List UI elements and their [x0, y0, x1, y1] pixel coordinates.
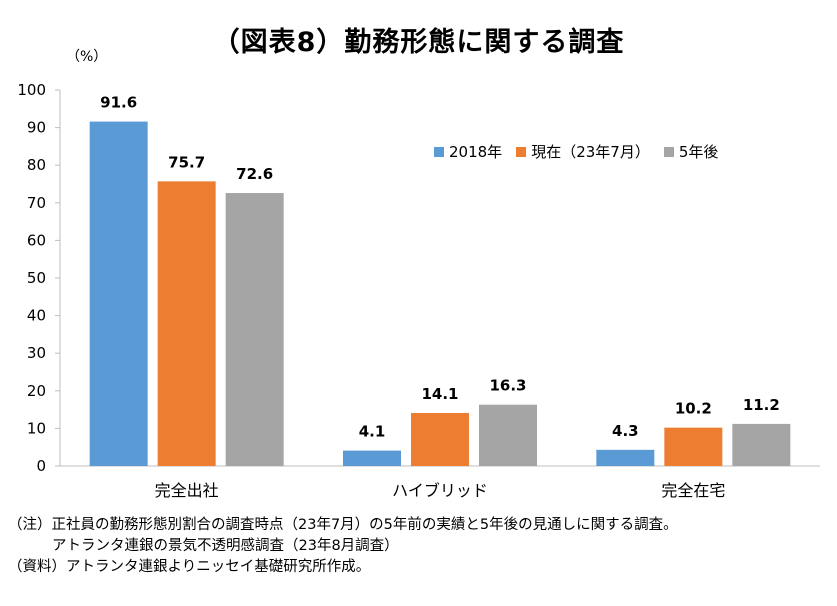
- y-tick-label: 40: [27, 307, 46, 325]
- category-label: 完全出社: [155, 481, 219, 500]
- data-label: 4.3: [612, 422, 639, 440]
- data-label: 4.1: [359, 423, 386, 441]
- bar: [343, 450, 401, 466]
- legend: 2018年 現在（23年7月） 5年後: [434, 141, 718, 162]
- y-tick-label: 70: [27, 194, 46, 212]
- y-tick-label: 50: [27, 269, 46, 287]
- bar-chart: 0 10 20 30 40 50 60 70 80 90 100 91.6 75.7 72.6 完全出社 4.…: [17, 81, 820, 500]
- data-label: 75.7: [168, 153, 205, 171]
- source-line: （資料）アトランタ連銀よりニッセイ基礎研究所作成。: [8, 559, 371, 575]
- legend-swatch-current: [516, 146, 527, 157]
- legend-item-2018: 2018年: [434, 141, 502, 162]
- footnotes: （注）正社員の勤務形態別割合の調査時点（23年7月）の5年前の実績と5年後の見通…: [8, 515, 678, 578]
- legend-item-current: 現在（23年7月）: [516, 141, 650, 162]
- legend-swatch-5years: [663, 146, 674, 157]
- legend-label-current: 現在（23年7月）: [531, 143, 650, 161]
- y-tick-label: 30: [27, 344, 46, 362]
- note-line-1: （注）正社員の勤務形態別割合の調査時点（23年7月）の5年前の実績と5年後の見通…: [8, 517, 678, 533]
- y-tick-label: 60: [27, 231, 46, 249]
- y-tick-label: 0: [36, 457, 46, 475]
- legend-item-5years: 5年後: [663, 141, 719, 162]
- data-label: 11.2: [743, 396, 780, 414]
- bar: [89, 121, 148, 467]
- data-label: 14.1: [421, 385, 458, 403]
- bar: [732, 423, 791, 466]
- legend-label-5years: 5年後: [678, 143, 719, 161]
- bar: [225, 193, 284, 467]
- y-tick-label: 100: [17, 81, 46, 99]
- y-tick-label: 80: [27, 156, 46, 174]
- y-axis-unit: （%）: [66, 49, 108, 65]
- y-tick-label: 20: [27, 382, 46, 400]
- bar: [479, 404, 537, 466]
- data-label: 16.3: [489, 377, 526, 395]
- data-label: 91.6: [100, 94, 137, 112]
- bar: [664, 427, 723, 466]
- y-tick-label: 10: [27, 419, 46, 437]
- data-label: 10.2: [675, 400, 712, 418]
- legend-label-2018: 2018年: [449, 143, 503, 161]
- category-label: ハイブリッド: [392, 481, 488, 500]
- note-line-2: アトランタ連銀の景気不透明感調査（23年8月調査）: [52, 538, 399, 554]
- y-tick-label: 90: [27, 119, 46, 137]
- category-label: 完全在宅: [661, 481, 725, 500]
- bar: [596, 449, 655, 466]
- data-label: 72.6: [236, 165, 273, 183]
- bar: [411, 412, 469, 466]
- chart-title: （図表8）勤務形態に関する調査: [212, 27, 625, 58]
- legend-swatch-2018: [434, 146, 444, 157]
- bar: [157, 181, 216, 467]
